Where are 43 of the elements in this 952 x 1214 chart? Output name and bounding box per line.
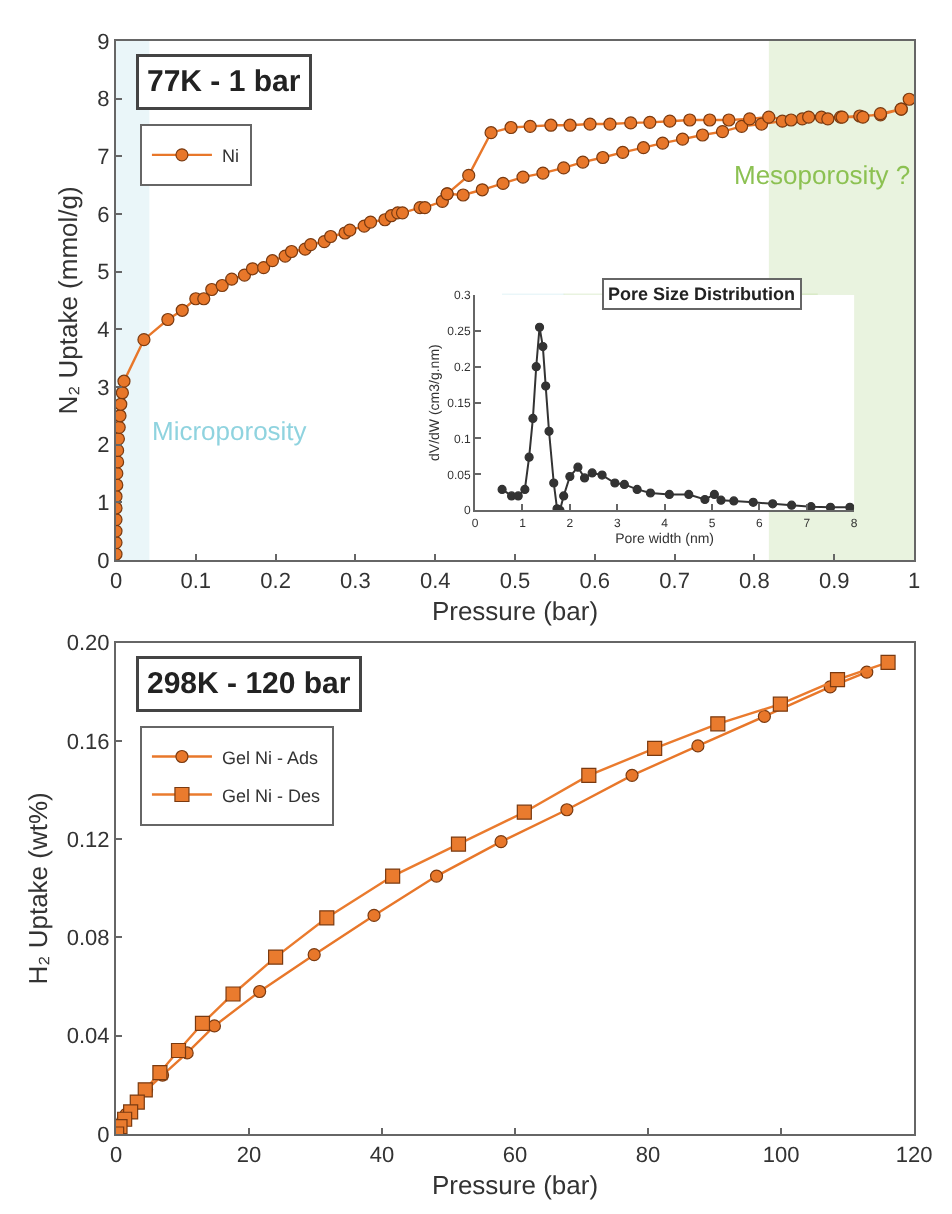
x-tick-label: 20 <box>236 1144 262 1169</box>
y-tick-label: 0.16 <box>66 730 110 755</box>
text: 298K - 120 bar <box>147 667 351 701</box>
chart-title: Pore Size Distribution <box>608 284 796 304</box>
y-axis-title: H₂ Uptake (wt%) <box>22 792 53 985</box>
x-tick-label: 100 <box>762 1144 800 1169</box>
y-tick-label: 5 <box>97 261 110 286</box>
x-tick-label: 0.7 <box>659 570 690 595</box>
x-tick-label: 1 <box>907 570 921 595</box>
x-tick-label: 60 <box>502 1144 528 1169</box>
y-tick-label: 3 <box>97 376 110 401</box>
x-tick-label: 0.5 <box>499 570 531 595</box>
y-tick-label: 6 <box>97 203 110 228</box>
x-tick-label: 40 <box>369 1144 395 1169</box>
y-tick-label: 9 <box>97 30 110 55</box>
x-tick-label: 120 <box>895 1144 933 1169</box>
band-label: Microporosity <box>152 416 308 446</box>
x-tick-label: 0.9 <box>818 570 850 595</box>
y-tick-label: 2 <box>97 434 110 459</box>
text: 77K - 1 bar <box>147 65 301 99</box>
y-tick-label: 4 <box>97 319 110 343</box>
y-tick-label: 0.04 <box>66 1025 110 1050</box>
band-label: Mesoporosity ? <box>734 160 911 190</box>
y-tick-label: 7 <box>97 146 110 171</box>
y-tick-label: 0.08 <box>66 927 110 952</box>
legend-label: Gel Ni - Ads <box>221 747 319 768</box>
legend-label: Ni <box>221 145 239 166</box>
x-axis-title: Pressure (bar) <box>431 595 599 626</box>
y-tick-label: 0.12 <box>66 828 110 853</box>
x-tick-label: 0.2 <box>260 570 291 595</box>
x-axis-title: Pressure (bar) <box>431 1169 599 1200</box>
x-tick-label: 80 <box>635 1144 661 1169</box>
y-tick-label: 8 <box>97 88 110 113</box>
x-tick-label: 0.1 <box>180 570 212 595</box>
x-tick-label: 0.6 <box>579 570 611 595</box>
x-tick-label: 0.3 <box>340 570 371 595</box>
y-axis-title: N₂ Uptake (mmol/g) <box>53 186 84 415</box>
y-tick-label: 0.20 <box>66 632 110 657</box>
y-tick-label: 0 <box>97 1123 110 1148</box>
legend-label: Gel Ni - Des <box>221 785 321 806</box>
y-tick-label: 0 <box>97 549 110 574</box>
x-tick-label: 0.8 <box>739 570 770 595</box>
x-tick-label: 0.4 <box>419 570 451 595</box>
